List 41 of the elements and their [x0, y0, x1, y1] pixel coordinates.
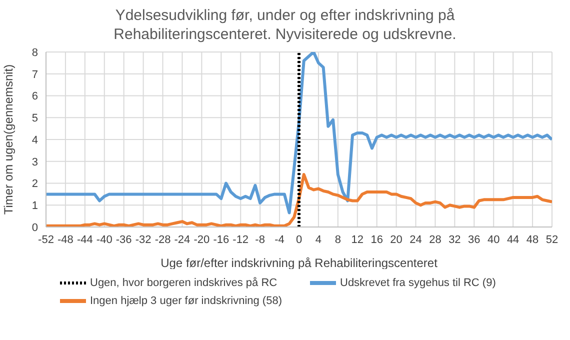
y-tick-label: 3 — [32, 156, 38, 168]
y-axis-title: Timer om ugen(gennemsnit) — [1, 64, 16, 215]
legend-label: Ugen, hvor borgeren indskrives på RC — [90, 277, 278, 289]
x-tick-label: 12 — [351, 234, 364, 246]
legend-label: Ingen hjælp 3 uger før indskrivning (58) — [90, 295, 282, 307]
x-tick-label: -52 — [38, 234, 54, 246]
x-tick-label: 0 — [296, 234, 302, 246]
x-tick-label: 24 — [410, 234, 422, 246]
y-tick-label: 2 — [32, 178, 38, 190]
x-tick-label: -8 — [255, 234, 265, 246]
x-tick-label: 20 — [390, 234, 402, 246]
y-tick-label: 8 — [32, 46, 38, 59]
x-tick-label: -20 — [194, 234, 210, 246]
y-tick-label: 4 — [32, 134, 38, 146]
x-tick-label: 4 — [315, 234, 322, 246]
y-tick-label: 0 — [32, 222, 38, 234]
x-tick-label: 52 — [546, 234, 558, 246]
x-tick-label: 48 — [526, 234, 539, 246]
x-tick-label: -24 — [174, 234, 190, 246]
y-tick-label: 6 — [32, 90, 38, 103]
x-tick-label: 44 — [506, 234, 520, 246]
x-tick-label: -4 — [274, 234, 284, 246]
x-tick-label: -16 — [213, 234, 230, 246]
x-tick-label: 28 — [429, 234, 442, 246]
x-tick-label: 32 — [448, 234, 461, 246]
x-tick-label: -36 — [116, 234, 132, 246]
x-tick-label: -40 — [96, 234, 112, 246]
x-tick-label: -48 — [58, 234, 74, 246]
x-tick-label: -28 — [154, 234, 171, 246]
legend-label: Udskrevet fra sygehus til RC (9) — [340, 277, 496, 289]
x-tick-label: 40 — [487, 234, 500, 246]
y-tick-label: 1 — [32, 200, 38, 212]
x-tick-label: -32 — [135, 234, 152, 246]
x-tick-label: -44 — [76, 234, 93, 246]
y-tick-label: 5 — [32, 112, 38, 125]
x-tick-label: -12 — [232, 234, 249, 246]
x-tick-label: 16 — [370, 234, 383, 246]
chart-title: Ydelsesudvikling før, under og efter indskrivning på Rehabiliteringscenteret. Nyvisiterede og udskrevne. — [112, 6, 458, 44]
x-tick-label: 36 — [468, 234, 480, 246]
x-tick-label: 8 — [334, 234, 341, 246]
y-tick-label: 7 — [32, 68, 38, 81]
